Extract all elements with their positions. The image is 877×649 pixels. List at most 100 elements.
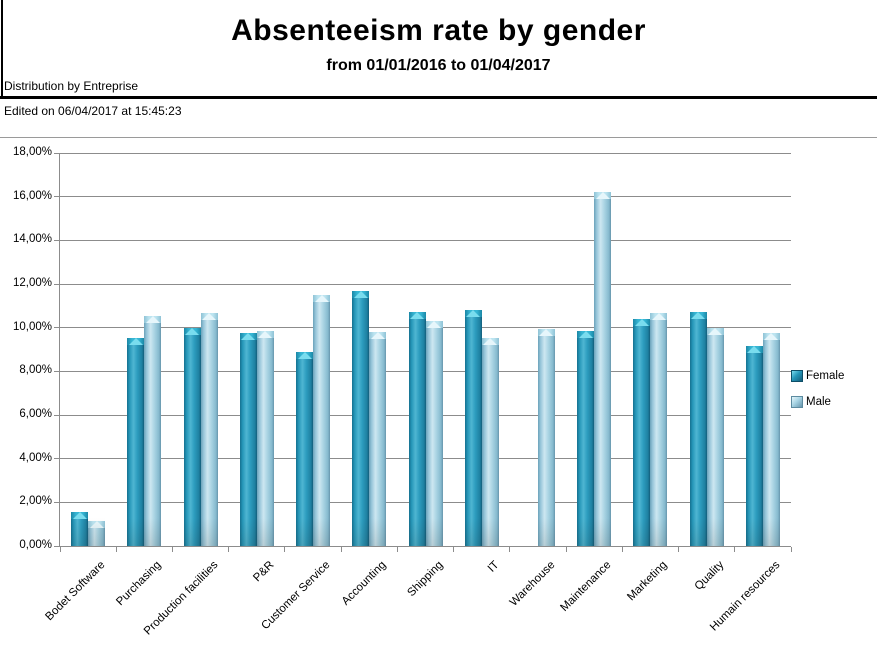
- bar-cap-highlight: [539, 328, 554, 336]
- x-axis-tick: [790, 547, 792, 552]
- bar-shade: [71, 518, 89, 546]
- bar-male: [481, 337, 499, 546]
- bar-cap-highlight: [427, 321, 441, 329]
- bar-cap: [762, 333, 780, 341]
- y-axis-tick: [54, 370, 60, 372]
- bar-shade: [200, 518, 218, 546]
- bar-cap-highlight: [691, 312, 706, 320]
- bar-cap-highlight: [185, 327, 200, 335]
- bar-shade: [577, 518, 595, 546]
- bar-cap: [464, 310, 482, 318]
- bar-cap: [633, 318, 651, 326]
- bar-shade: [633, 518, 651, 546]
- distribution-label: Distribution by Entreprise: [4, 79, 139, 93]
- bar-shade: [481, 518, 499, 546]
- bar-cap-highlight: [241, 333, 256, 341]
- y-tick-label: 6,00%: [19, 408, 52, 420]
- bar-shade: [256, 518, 274, 546]
- bar-female: [183, 327, 201, 546]
- y-axis-tick: [54, 196, 60, 198]
- bar-shade: [239, 518, 257, 546]
- bar-cap: [313, 294, 331, 302]
- x-axis-tick: [59, 547, 61, 552]
- y-tick-label: 12,00%: [12, 277, 52, 289]
- bar-female: [745, 346, 763, 546]
- y-tick-label: 4,00%: [19, 451, 52, 464]
- bar-male: [425, 321, 443, 546]
- bar-cap-highlight: [595, 192, 610, 200]
- legend-label: Male: [806, 396, 831, 408]
- bar-male: [313, 294, 331, 546]
- bar-cap: [296, 351, 314, 359]
- bar-shade: [689, 518, 707, 546]
- bar-cap-highlight: [297, 351, 312, 359]
- bar-shade: [425, 518, 443, 546]
- bar-cap-highlight: [145, 315, 160, 323]
- legend-item: Male: [791, 396, 844, 408]
- y-axis-tick: [54, 239, 60, 241]
- y-axis-tick: [54, 501, 60, 503]
- bar-shade: [352, 518, 370, 546]
- bar-cap-highlight: [128, 337, 143, 345]
- x-axis-tick: [453, 547, 455, 552]
- legend: Female Male: [791, 370, 844, 408]
- bar-female: [296, 351, 314, 546]
- bar-shade: [369, 518, 387, 546]
- bar-cap: [537, 328, 555, 336]
- bar-cap-highlight: [410, 312, 424, 320]
- bar-female: [464, 310, 482, 546]
- bar-male: [144, 315, 162, 546]
- y-tick-label: 18,00%: [12, 146, 52, 158]
- x-axis-tick: [621, 547, 623, 552]
- bar-cap-highlight: [72, 512, 87, 520]
- bar-female: [408, 312, 426, 546]
- bar-male: [594, 192, 612, 546]
- bar-shade: [408, 518, 426, 546]
- y-tick-label: 14,00%: [12, 233, 52, 246]
- gridline: [60, 196, 791, 198]
- bar-cap: [200, 313, 218, 321]
- x-axis-tick: [340, 547, 342, 552]
- bar-male: [369, 332, 387, 546]
- bar-cap: [706, 327, 724, 335]
- bar-shade: [745, 518, 763, 546]
- y-tick-label: 16,00%: [12, 189, 52, 202]
- bar-cap: [183, 327, 201, 335]
- bar-cap-highlight: [466, 310, 481, 318]
- bar-male: [706, 327, 724, 546]
- bar-cap: [144, 315, 162, 323]
- gridline: [60, 152, 791, 154]
- bar-shade: [594, 518, 612, 546]
- bar-shade: [706, 518, 724, 546]
- bar-female: [352, 290, 370, 546]
- bar-male: [762, 333, 780, 546]
- bar-female: [689, 312, 707, 546]
- y-tick-label: 2,00%: [19, 495, 52, 508]
- y-tick-label: 8,00%: [19, 364, 52, 377]
- bar-male: [650, 313, 668, 546]
- bar-cap-highlight: [634, 318, 649, 326]
- bar-cap: [594, 192, 612, 200]
- x-axis-tick: [678, 547, 680, 552]
- bar-male: [537, 328, 555, 546]
- bar-cap: [408, 312, 426, 320]
- bar-cap-highlight: [578, 330, 593, 338]
- bar-shade: [127, 518, 145, 546]
- gridline: [60, 239, 791, 241]
- bar-cap: [256, 330, 274, 338]
- bar-cap: [88, 520, 106, 528]
- bar-female: [577, 330, 595, 546]
- bar-cap: [369, 332, 387, 340]
- legend-swatch-female: [791, 370, 803, 382]
- x-axis-tick: [565, 547, 567, 552]
- bar-shade: [762, 518, 780, 546]
- bar-male: [256, 330, 274, 546]
- bar-cap-highlight: [314, 294, 329, 302]
- legend-swatch-male: [791, 396, 803, 408]
- bar-shade: [313, 518, 331, 546]
- left-edge-border: [1, 0, 3, 97]
- bar-male: [200, 313, 218, 546]
- x-axis-tick: [396, 547, 398, 552]
- bar-cap-highlight: [258, 330, 273, 338]
